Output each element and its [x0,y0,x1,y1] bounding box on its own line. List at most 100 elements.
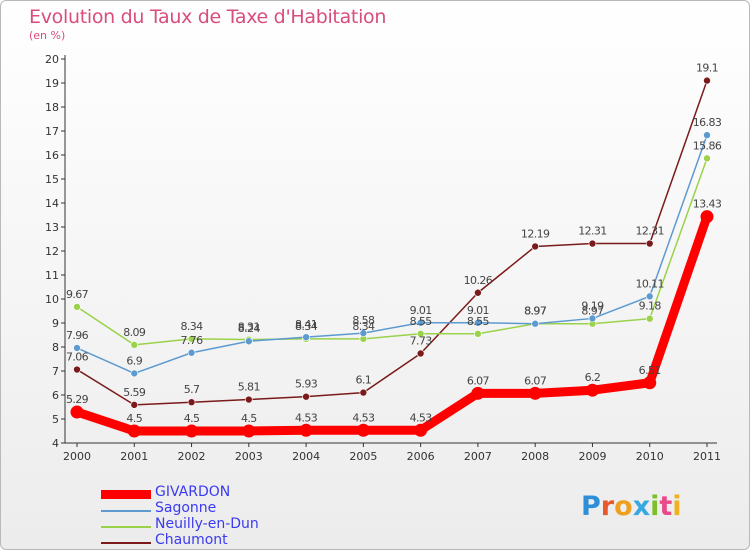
x-tick-label: 2003 [235,450,263,463]
data-label: 4.53 [410,411,433,424]
legend-label: Neuilly-en-Dun [155,516,259,532]
data-point [187,335,196,343]
data-point [130,401,139,409]
data-label: 6.9 [126,354,142,367]
logo-letter: i [650,491,660,522]
data-label: 6.07 [467,374,490,387]
y-tick-label: 16 [45,149,59,162]
data-label: 6.51 [639,364,661,377]
legend-swatch [101,542,151,544]
data-point [187,348,196,357]
legend-swatch [101,490,151,499]
data-point [414,423,428,437]
data-point [302,392,310,401]
data-point [73,344,81,352]
data-label: 4.5 [184,412,200,425]
logo-letter: r [600,491,615,522]
data-point [703,131,711,139]
series-line-givardon [72,212,712,436]
y-tick-label: 6 [52,389,59,402]
x-tick-label: 2009 [578,450,606,463]
data-label: 8.24 [238,322,261,335]
data-point [127,424,141,438]
y-tick-label: 17 [45,125,59,138]
data-point [528,386,542,400]
logo-letter: x [632,491,651,522]
data-point [645,314,654,323]
data-point [471,386,485,400]
data-point [185,424,199,438]
data-point [242,424,256,438]
data-point [703,154,711,163]
data-point [645,239,654,248]
data-point [588,314,597,323]
data-point [474,329,482,338]
data-point [416,349,425,358]
data-label: 8.34 [352,320,375,333]
data-label: 10.11 [635,277,664,290]
data-label: 7.06 [66,351,89,364]
data-label: 8.41 [295,318,317,331]
x-tick-label: 2007 [464,450,492,463]
proxiti-logo: Proxiti [581,491,682,522]
data-label: 8.31 [238,321,260,334]
data-label: 8.55 [467,315,490,328]
data-label: 8.09 [123,326,146,339]
data-point [356,423,370,437]
data-point [245,337,253,346]
data-label: 8.58 [352,314,375,327]
data-label: 8.34 [180,320,203,333]
data-label: 8.97 [581,305,604,318]
series-line-neuilly-en-dun [76,157,708,346]
data-point [643,376,657,390]
data-label: 4.53 [295,411,318,424]
data-label: 8.97 [524,305,547,318]
legend-label: Chaumont [155,532,228,548]
data-point [302,333,310,341]
data-point [245,395,253,404]
data-label: 9.19 [581,299,604,312]
data-point [588,239,597,248]
legend-swatch [101,510,151,512]
y-tick-label: 15 [45,173,59,186]
data-label: 4.5 [241,412,257,425]
data-label: 12.19 [521,227,550,240]
y-tick-label: 14 [45,197,59,210]
x-tick-label: 2008 [521,450,549,463]
x-tick-label: 2002 [178,450,206,463]
x-tick-label: 2000 [63,450,91,463]
data-point [73,365,81,374]
data-label: 13.43 [693,198,722,211]
data-label: 7.96 [66,329,89,342]
data-label: 15.86 [693,139,722,152]
data-point [700,210,714,224]
data-label: 9.01 [467,304,489,317]
y-tick-label: 13 [45,221,59,234]
data-label: 6.2 [585,371,601,384]
data-point [531,319,539,328]
data-label: 9.67 [66,288,89,301]
chart-unit-label: (en %) [29,29,66,42]
data-point [359,329,368,337]
data-point [70,405,84,419]
logo-letter: P [581,491,601,522]
data-point [73,303,81,311]
data-point [187,398,196,407]
data-label: 6.07 [524,374,547,387]
data-label: 4.5 [126,412,142,425]
legend-swatch [101,526,151,528]
data-point [416,329,425,338]
y-tick-label: 11 [45,269,59,282]
series-line-sagonne [76,134,708,375]
data-point [531,242,539,251]
data-label: 5.93 [295,378,318,391]
y-tick-label: 10 [45,293,59,306]
x-tick-label: 2010 [636,450,664,463]
data-point [585,383,599,397]
series-line-chaumont [76,79,708,406]
x-tick-label: 2004 [292,450,320,463]
data-label: 8.97 [524,305,547,318]
data-label: 4.53 [352,411,375,424]
